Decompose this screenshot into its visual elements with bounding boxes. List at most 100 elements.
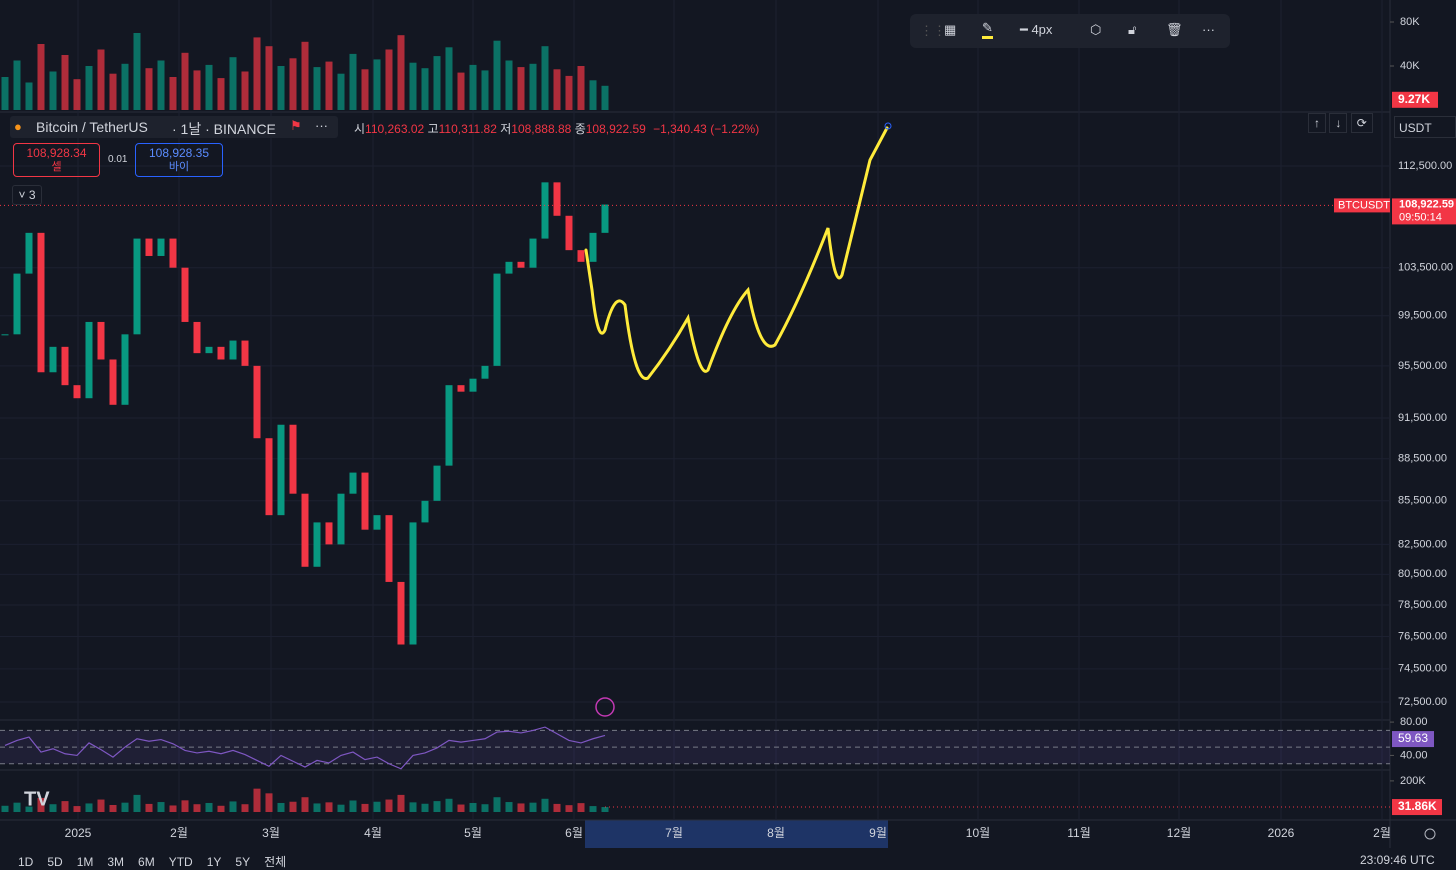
volume-bar — [361, 69, 369, 110]
up-button[interactable]: ↑ — [1308, 113, 1326, 133]
volume-bar — [481, 804, 489, 812]
volume-bar — [145, 68, 153, 110]
freehand-drawing[interactable] — [584, 126, 889, 381]
volume-bar — [337, 73, 345, 110]
width-button[interactable]: ━ 4px — [1020, 22, 1053, 37]
candle — [433, 465, 441, 501]
range-button[interactable]: YTD — [168, 855, 193, 869]
x-tick-label: 2025 — [65, 826, 92, 840]
candle — [265, 438, 273, 516]
currency-select[interactable]: USDT — [1394, 116, 1456, 138]
volume-bar — [229, 801, 237, 812]
sync-button[interactable]: ⟳ — [1350, 113, 1373, 133]
volume-bar — [169, 805, 177, 812]
range-button[interactable]: 1Y — [206, 855, 222, 869]
color-button[interactable]: ✎ — [982, 20, 993, 39]
range-button[interactable]: 5Y — [235, 855, 251, 869]
candle — [313, 522, 321, 567]
volume-bar — [577, 66, 585, 110]
y-tick-label: 82,500.00 — [1398, 538, 1447, 550]
volume-bar — [157, 802, 165, 812]
range-button[interactable]: 1D — [18, 855, 34, 869]
candle — [397, 581, 405, 645]
symbol-legend[interactable]: ● Bitcoin / TetherUS · 1날 · BINANCE ⚑ ··… — [10, 116, 338, 138]
volume-bar — [193, 70, 201, 110]
candle — [145, 238, 153, 256]
more-button[interactable]: ··· — [1202, 22, 1215, 37]
volume-bar — [457, 72, 465, 110]
candle — [601, 204, 609, 233]
settings-icon[interactable] — [1424, 828, 1436, 840]
buy-button[interactable]: 108,928.35 바이 — [135, 143, 223, 177]
flag-icon[interactable]: ⚑ — [290, 118, 302, 133]
volume-bar — [205, 64, 213, 110]
y-tick-label: 88,500.00 — [1398, 453, 1447, 465]
event-icon[interactable] — [595, 697, 615, 717]
x-tick-label: 3월 — [262, 826, 280, 840]
x-tick-label: 7월 — [665, 826, 683, 840]
y-tick-label: 80.00 — [1400, 716, 1428, 728]
high-value: 110,311.82 — [438, 122, 497, 136]
volume-bar — [109, 805, 117, 812]
open-label: 시 — [354, 122, 366, 136]
symbol-tag-bg — [1334, 198, 1390, 213]
range-button[interactable]: 3M — [107, 855, 125, 869]
volume-bar — [241, 804, 249, 812]
y-tick-label: 78,500.00 — [1398, 599, 1447, 611]
high-label: 고 — [427, 122, 439, 136]
volume-bar — [49, 804, 57, 812]
candle — [133, 238, 141, 335]
volume-bar — [433, 801, 441, 812]
volume-bar — [385, 799, 393, 812]
candle — [421, 500, 429, 523]
y-tick-label: 72,500.00 — [1398, 696, 1447, 708]
candle — [73, 385, 81, 399]
volume-bar — [565, 75, 573, 110]
down-button[interactable]: ↓ — [1329, 113, 1348, 133]
volume-bar — [445, 47, 453, 110]
candle — [109, 359, 117, 405]
candle — [349, 472, 357, 494]
sell-button[interactable]: 108,928.34 셀 — [13, 143, 100, 177]
template-button[interactable]: ▦ — [944, 22, 957, 37]
drawing-handle[interactable] — [884, 122, 892, 130]
volume-bar — [361, 803, 369, 812]
delete-button[interactable]: 🗑︎ — [1166, 22, 1183, 37]
y-tick-label: 112,500.00 — [1398, 160, 1452, 172]
range-button[interactable]: 5D — [47, 855, 63, 869]
lock-button[interactable]: 🔓︎ — [1128, 22, 1137, 37]
volume-bar — [397, 794, 405, 812]
candle — [373, 515, 381, 530]
settings-button[interactable]: ⬡ — [1090, 22, 1102, 37]
range-button[interactable]: 6M — [138, 855, 155, 869]
symbol-name: Bitcoin / TetherUS — [36, 119, 148, 135]
volume-bar — [25, 806, 33, 812]
candle — [253, 365, 261, 439]
candle — [457, 385, 465, 392]
indicators-toggle[interactable]: ˅ 3 — [12, 185, 42, 205]
volume-bar — [193, 804, 201, 812]
volume-bar — [61, 55, 69, 110]
volume-bar — [241, 71, 249, 110]
range-button[interactable]: 전체 — [264, 855, 287, 869]
rsi-line — [4, 726, 606, 770]
volume-bar — [601, 85, 609, 110]
volume-bar — [85, 803, 93, 812]
buy-price: 108,928.35 — [148, 146, 210, 160]
more-icon[interactable]: ··· — [315, 118, 328, 133]
y-tick-label: 74,500.00 — [1398, 663, 1447, 675]
width-label: 4px — [1031, 22, 1053, 37]
rsi-last: 59.63 — [1398, 731, 1428, 745]
candle — [565, 215, 573, 251]
drag-handle[interactable]: ⋮⋮ — [920, 23, 946, 38]
volume-bar — [205, 802, 213, 812]
last-volume-bg — [1392, 91, 1438, 108]
range-button[interactable]: 1M — [76, 855, 94, 869]
volume-bar — [373, 801, 381, 812]
symbol-tag: BTCUSDT — [1338, 199, 1390, 211]
volume-bar — [289, 801, 297, 812]
candle — [157, 238, 165, 256]
volume-bar — [481, 70, 489, 110]
indicators-count: 3 — [28, 188, 36, 202]
